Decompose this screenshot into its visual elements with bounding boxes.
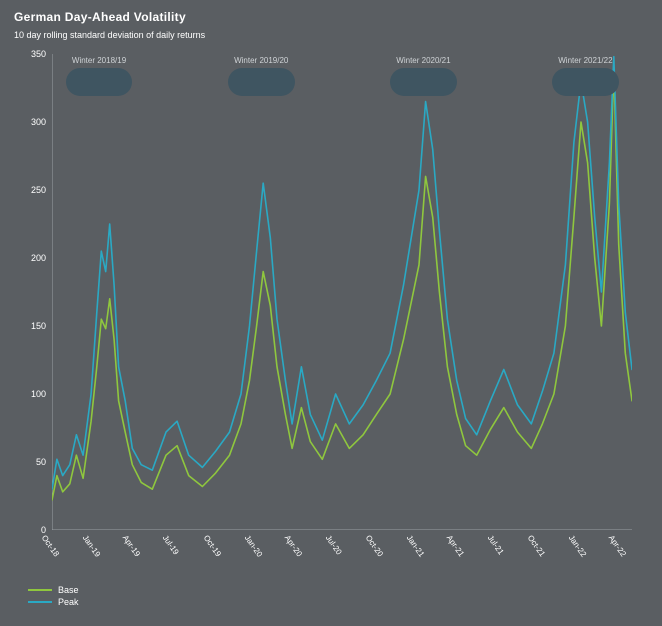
winter-band: [390, 68, 457, 96]
x-tick-label: Jan-22: [567, 530, 593, 559]
x-tick-label: Jan-21: [405, 530, 431, 559]
x-tick-label: Apr-19: [120, 530, 146, 558]
chart-frame: German Day-Ahead Volatility 10 day rolli…: [14, 10, 648, 616]
y-tick-label: 100: [31, 389, 52, 399]
x-tick-label: Oct-19: [202, 530, 228, 558]
x-tick-label: Apr-22: [607, 530, 633, 558]
x-tick-label: Oct-18: [40, 530, 66, 558]
x-tick-label: Jan-19: [81, 530, 107, 559]
x-tick-label: Jul-21: [485, 530, 510, 556]
y-tick-label: 50: [36, 457, 52, 467]
winter-band: [66, 68, 133, 96]
x-tick-label: Oct-20: [364, 530, 390, 558]
y-tick-label: 350: [31, 49, 52, 59]
winter-band-label: Winter 2021/22: [558, 56, 612, 65]
y-tick-label: 150: [31, 321, 52, 331]
x-tick-label: Apr-20: [283, 530, 309, 558]
winter-band: [228, 68, 295, 96]
legend-item-base: Base: [28, 584, 79, 596]
x-tick-label: Jan-20: [243, 530, 269, 559]
y-tick-label: 250: [31, 185, 52, 195]
winter-band-label: Winter 2019/20: [234, 56, 288, 65]
legend-item-peak: Peak: [28, 596, 79, 608]
legend-swatch-peak: [28, 601, 52, 603]
x-tick-label: Oct-21: [526, 530, 552, 558]
x-tick-label: Jul-19: [161, 530, 186, 556]
winter-band-label: Winter 2018/19: [72, 56, 126, 65]
plot-area: 050100150200250300350 Oct-18Jan-19Apr-19…: [52, 54, 632, 530]
legend-label-base: Base: [58, 585, 79, 595]
winter-band: [552, 68, 619, 96]
winter-band-label: Winter 2020/21: [396, 56, 450, 65]
chart-title: German Day-Ahead Volatility: [14, 10, 648, 24]
legend: Base Peak: [28, 584, 79, 608]
legend-label-peak: Peak: [58, 597, 79, 607]
chart-subtitle: 10 day rolling standard deviation of dai…: [14, 30, 648, 40]
y-tick-label: 300: [31, 117, 52, 127]
x-tick-label: Jul-20: [323, 530, 348, 556]
legend-swatch-base: [28, 589, 52, 591]
y-tick-label: 200: [31, 253, 52, 263]
line-chart-svg: [52, 54, 632, 530]
x-tick-label: Apr-21: [445, 530, 471, 558]
